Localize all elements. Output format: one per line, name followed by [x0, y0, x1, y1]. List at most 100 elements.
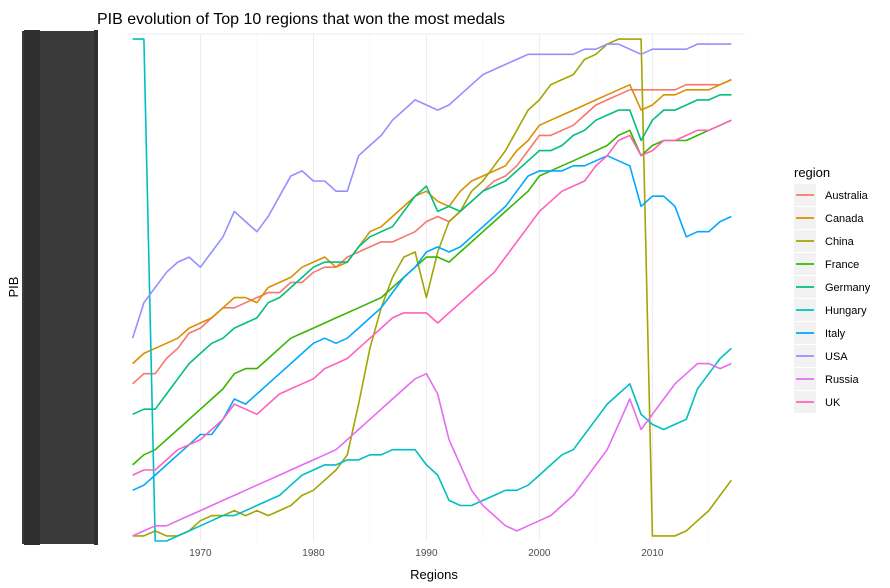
- y-tick-label-overlap: [22, 472, 94, 479]
- y-tick-label-overlap: [22, 175, 94, 182]
- y-tick-label-overlap: [22, 356, 94, 363]
- series-line-china: [132, 38, 733, 537]
- series-line-uk: [132, 119, 732, 476]
- y-tick-label-overlap: [22, 226, 94, 233]
- y-tick-label-overlap: [22, 333, 94, 340]
- y-tick-label-overlap: [22, 217, 94, 224]
- y-tick-label-overlap: [22, 235, 94, 242]
- y-tick-label-overlap: [22, 398, 94, 405]
- y-tick-label-overlap: [22, 133, 94, 140]
- y-tick-label-overlap: [22, 500, 94, 507]
- y-tick-label-overlap: [22, 496, 94, 503]
- y-tick-label-overlap: [22, 514, 94, 521]
- y-tick-label-overlap: [22, 324, 94, 331]
- y-tick-label-overlap: [22, 142, 94, 149]
- series-line-france: [132, 119, 732, 466]
- y-tick-label-overlap: [22, 310, 94, 317]
- y-tick-label-overlap: [22, 296, 94, 303]
- y-tick-label-overlap: [22, 477, 94, 484]
- y-tick-label-overlap: [22, 54, 94, 61]
- y-tick-label-overlap: [22, 449, 94, 456]
- y-tick-label-overlap: [22, 244, 94, 251]
- y-tick-label-overlap: [22, 119, 94, 126]
- y-tick-label-overlap: [22, 110, 94, 117]
- y-tick-label-overlap: [22, 291, 94, 298]
- y-tick-label-overlap: [22, 203, 94, 210]
- y-tick-label-overlap: [22, 277, 94, 284]
- y-tick-label-overlap: [22, 49, 94, 56]
- y-tick-label-overlap: [22, 440, 94, 447]
- legend-label: Italy: [825, 328, 846, 340]
- y-tick-label-overlap: [22, 403, 94, 410]
- y-tick-label-overlap: [22, 82, 94, 89]
- y-tick-label-overlap: [22, 91, 94, 98]
- y-tick-label-overlap: [22, 370, 94, 377]
- y-tick-label-overlap: [22, 435, 94, 442]
- y-tick-label-overlap: [22, 221, 94, 228]
- x-axis-title: Regions: [410, 567, 458, 582]
- series-lines: [131, 38, 733, 542]
- y-tick-label-overlap: [22, 272, 94, 279]
- y-tick-label-overlap: [22, 458, 94, 465]
- y-tick-label-overlap: [22, 44, 94, 51]
- y-tick-label-overlap: [22, 486, 94, 493]
- y-tick-label-overlap: [22, 86, 94, 93]
- y-tick-label-overlap: [22, 161, 94, 168]
- legend: region Australia Canada China France Germany…: [794, 165, 871, 413]
- y-tick-label-overlap: [22, 240, 94, 247]
- legend-label: France: [825, 259, 859, 271]
- legend-label: Germany: [825, 282, 871, 294]
- y-tick-label-overlap: [22, 170, 94, 177]
- x-tick-label: 1980: [302, 548, 325, 559]
- y-tick-label-overlap: [22, 463, 94, 470]
- y-tick-label-overlap: [22, 268, 94, 275]
- y-tick-label-overlap: [22, 505, 94, 512]
- y-tick-label-overlap: [22, 538, 94, 544]
- legend-label: USA: [825, 351, 848, 363]
- y-tick-label-overlap: [22, 365, 94, 372]
- y-tick-label-overlap: [22, 337, 94, 344]
- legend-label: Hungary: [825, 305, 867, 317]
- y-axis-title: PIB: [6, 277, 21, 298]
- y-tick-label-overlap: [22, 77, 94, 84]
- y-tick-label-overlap: [22, 179, 94, 186]
- y-tick-label-overlap: [22, 40, 94, 47]
- y-tick-label-overlap: [22, 282, 94, 289]
- y-tick-label-overlap: [22, 96, 94, 103]
- y-tick-label-overlap: [22, 151, 94, 158]
- y-tick-label-overlap: [22, 491, 94, 498]
- y-tick-label-overlap: [22, 72, 94, 79]
- y-tick-label-overlap: [22, 524, 94, 531]
- y-tick-label-overlap: [22, 417, 94, 424]
- y-tick-label-overlap: [22, 198, 94, 205]
- y-tick-label-overlap: [22, 319, 94, 326]
- y-tick-label-overlap: [22, 351, 94, 358]
- y-tick-label-overlap: [22, 384, 94, 391]
- y-tick-label-overlap: [22, 286, 94, 293]
- y-tick-label-overlap: [22, 31, 94, 37]
- y-tick-label-overlap: [22, 165, 94, 172]
- y-tick-label-overlap: [22, 128, 94, 135]
- series-line-italy: [132, 154, 732, 492]
- y-tick-label-overlap: [24, 30, 40, 545]
- y-tick-label-overlap: [22, 328, 94, 335]
- y-tick-label-overlap: [22, 407, 94, 414]
- y-tick-label-overlap: [22, 184, 94, 191]
- y-tick-label-overlap: [22, 375, 94, 382]
- y-tick-label-overlap: [22, 212, 94, 219]
- y-tick-label-overlap: [22, 431, 94, 438]
- legend-label: Russia: [825, 374, 860, 386]
- y-tick-label-overlap: [22, 342, 94, 349]
- y-tick-label-overlap: [22, 454, 94, 461]
- y-tick-label-overlap: [22, 147, 94, 154]
- y-tick-label-overlap: [22, 426, 94, 433]
- y-tick-label-overlap: [22, 468, 94, 475]
- y-tick-label-overlap: [22, 35, 94, 42]
- y-tick-label-overlap: [22, 347, 94, 354]
- y-tick-label-overlap: [22, 63, 94, 70]
- y-tick-label-overlap: [22, 258, 94, 265]
- legend-label: Australia: [825, 190, 869, 202]
- series-line-germany: [132, 94, 732, 416]
- y-tick-label-overlap: [22, 361, 94, 368]
